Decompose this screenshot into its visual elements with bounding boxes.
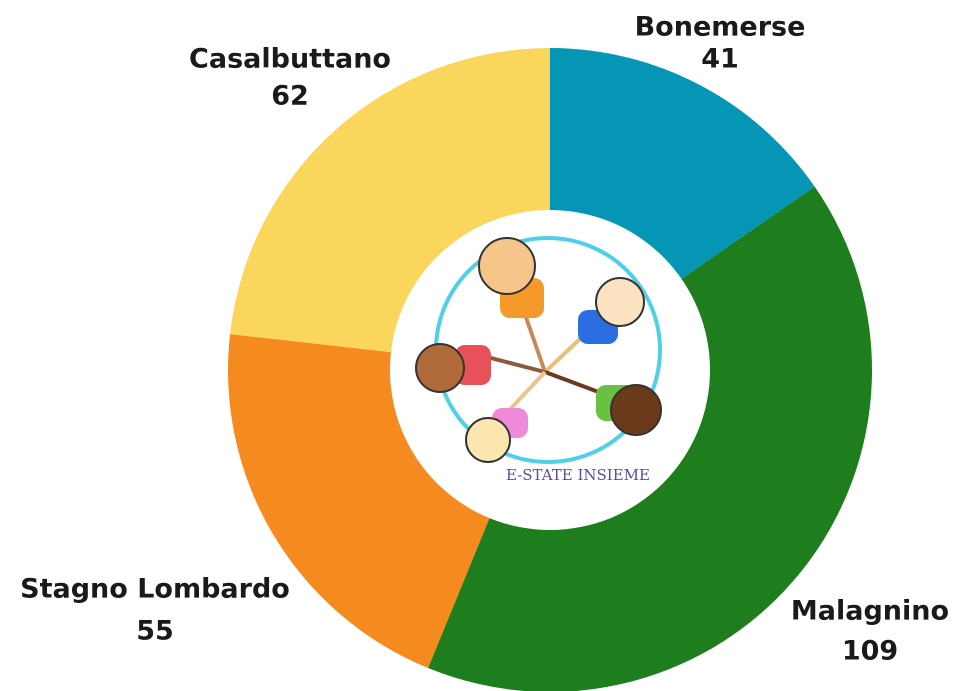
slice-value: 41 <box>701 44 739 75</box>
logo-head <box>610 384 662 436</box>
slice-value: 109 <box>842 636 898 667</box>
slice-value: 55 <box>136 616 174 647</box>
slice-label: Casalbuttano <box>189 44 391 75</box>
slice <box>228 334 494 669</box>
slice-value: 62 <box>271 81 309 112</box>
logo-head <box>415 343 465 393</box>
logo-head <box>478 237 536 295</box>
slice <box>428 186 872 691</box>
slice-label: Stagno Lombardo <box>20 574 290 605</box>
logo-head <box>465 417 511 463</box>
slice <box>230 48 550 354</box>
logo: E-STATE INSIEME <box>415 236 662 484</box>
slice-label: Bonemerse <box>635 12 806 43</box>
logo-text: E-STATE INSIEME <box>506 466 650 484</box>
slice-label: Malagnino <box>791 596 949 627</box>
logo-head <box>595 277 645 327</box>
